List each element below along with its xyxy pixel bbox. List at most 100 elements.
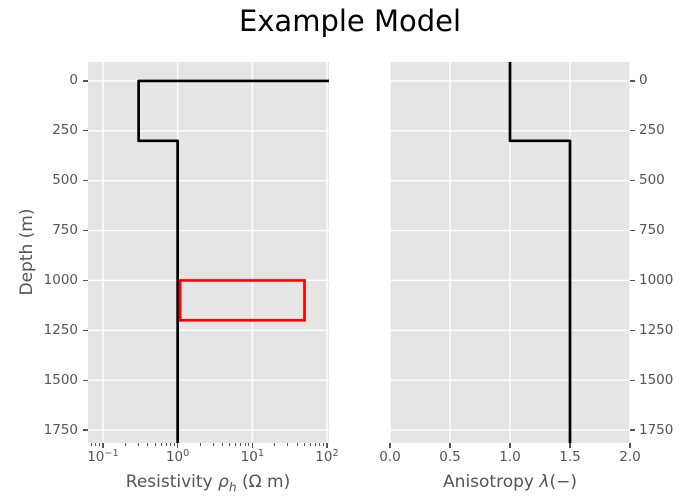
y-tick-label: 1750 [639,421,674,438]
y-tick-label: 0 [639,72,648,89]
y-tick [630,329,635,331]
x-minor-tick [165,443,167,446]
y-tick-label: 1250 [639,321,674,338]
y-tick [83,180,88,182]
xlabel-resistivity-text: Resistivity [125,472,219,492]
x-minor-tick [147,443,149,446]
y-tick [83,379,88,381]
anisotropy-profile [508,62,572,443]
x-minor-tick [229,443,231,446]
x-minor-tick [173,443,175,446]
x-tick-label: 10−1 [87,447,119,466]
x-minor-tick [99,443,101,446]
x-tick-exponent: −1 [104,447,119,459]
x-minor-tick [240,443,242,446]
x-minor-tick [160,443,162,446]
x-tick [326,443,328,448]
x-tick-base: 10 [165,449,184,465]
y-tick-label: 500 [639,172,665,189]
x-tick-label: 0.5 [439,449,461,465]
x-tick [449,443,451,448]
x-minor-tick [309,443,311,446]
x-tick [569,443,571,448]
y-tick-label: 500 [52,172,78,189]
y-tick-label: 750 [52,222,78,239]
y-tick-label: 250 [639,122,665,139]
rho-symbol: ρ [218,472,229,492]
plot-area-resistivity [88,62,329,443]
x-tick [509,443,511,448]
y-tick-label: 1250 [43,321,78,338]
x-minor-tick [314,443,316,446]
x-tick [251,443,253,448]
y-tick-label: 1750 [43,421,78,438]
plot-area-anisotropy [390,62,630,443]
anisotropy-vs-depth-svg [390,62,630,443]
y-tick-label: 1500 [43,371,78,388]
y-tick-label: 750 [639,222,665,239]
y-tick [630,229,635,232]
y-tick-label: 1000 [639,271,674,288]
x-tick [102,443,104,448]
figure-title: Example Model [238,4,462,38]
x-minor-tick [154,443,156,446]
x-minor-tick [248,443,250,446]
y-tick-label: 1500 [639,371,674,388]
y-tick-label: 250 [52,122,78,139]
x-tick-label: 101 [240,447,264,466]
x-minor-tick [323,443,325,446]
x-tick-exponent: 0 [183,447,190,459]
x-tick-label: 1.0 [499,449,521,465]
x-tick-label: 102 [315,447,339,466]
x-minor-tick [138,443,140,446]
x-minor-tick [169,443,171,446]
x-tick-exponent: 1 [257,447,264,459]
xlabel-anisotropy-unit: (−) [549,472,577,492]
x-minor-tick [287,443,289,446]
x-minor-tick [90,443,92,446]
x-tick-label: 100 [165,447,190,466]
x-minor-tick [95,443,97,446]
x-tick [629,443,631,448]
resistivity-profile [137,79,329,443]
x-minor-tick [274,443,276,446]
y-tick [630,429,635,431]
y-tick [83,329,88,331]
xlabel-resistivity-unit: (Ω m) [236,472,291,492]
x-minor-tick [244,443,246,446]
x-tick-exponent: 2 [332,447,339,459]
y-tick [630,180,635,182]
xlabel-anisotropy-text: Anisotropy [443,472,540,492]
y-tick [630,80,635,82]
x-tick-label: 2.0 [619,449,641,465]
x-minor-tick [296,443,298,446]
x-axis-label-anisotropy: Anisotropy λ(−) [443,472,577,492]
x-tick [389,443,391,448]
y-tick-label: 0 [69,72,78,89]
y-tick [630,379,635,381]
x-minor-tick [304,443,305,446]
x-tick-label: 1.5 [559,449,581,465]
resistivity-vs-depth-svg [88,62,329,443]
lambda-symbol: λ [539,472,550,492]
x-minor-tick [212,443,214,446]
x-axis-label-resistivity: Resistivity ρh (Ω m) [126,472,290,494]
x-tick-base: 10 [240,449,258,465]
x-minor-tick [222,443,224,446]
y-tick [630,279,635,282]
x-tick-base: 10 [315,449,333,465]
y-tick [83,429,88,431]
x-tick-base: 10 [87,449,105,465]
y-tick [630,130,635,132]
y-tick-label: 1000 [43,271,78,288]
x-minor-tick [199,443,201,446]
x-tick [177,443,179,448]
x-minor-tick [319,443,321,446]
target-layer [178,279,306,322]
x-tick-label: 0.0 [379,449,401,465]
x-minor-tick [124,443,126,446]
y-tick [83,130,88,132]
y-tick [83,229,88,232]
y-tick [83,279,88,282]
